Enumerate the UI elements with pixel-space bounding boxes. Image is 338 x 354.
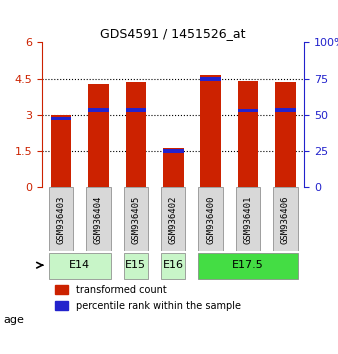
Text: E17.5: E17.5 (232, 260, 264, 270)
Text: GSM936400: GSM936400 (206, 195, 215, 244)
FancyBboxPatch shape (124, 188, 148, 251)
FancyBboxPatch shape (161, 188, 185, 251)
FancyBboxPatch shape (124, 253, 148, 279)
Bar (88, 84, 109, 188)
FancyBboxPatch shape (198, 253, 298, 279)
Bar (55, 285, 68, 294)
Text: age: age (3, 315, 24, 325)
Bar (163, 148, 184, 188)
Bar (275, 108, 296, 112)
Bar (125, 82, 146, 188)
FancyBboxPatch shape (273, 188, 298, 251)
Text: GSM936403: GSM936403 (56, 195, 66, 244)
FancyBboxPatch shape (161, 253, 185, 279)
Text: GSM936405: GSM936405 (131, 195, 140, 244)
Text: transformed count: transformed count (76, 285, 167, 295)
Text: E15: E15 (125, 260, 146, 270)
Text: GSM936404: GSM936404 (94, 195, 103, 244)
Text: percentile rank within the sample: percentile rank within the sample (76, 301, 241, 311)
FancyBboxPatch shape (86, 188, 111, 251)
Bar (55, 301, 68, 310)
Bar (200, 75, 221, 188)
Text: GSM936406: GSM936406 (281, 195, 290, 244)
FancyBboxPatch shape (198, 188, 223, 251)
Text: GSM936402: GSM936402 (169, 195, 178, 244)
Bar (238, 81, 258, 188)
Title: GDS4591 / 1451526_at: GDS4591 / 1451526_at (100, 27, 246, 40)
FancyBboxPatch shape (49, 188, 73, 251)
Bar (125, 108, 146, 112)
Bar (200, 77, 221, 81)
FancyBboxPatch shape (236, 188, 260, 251)
FancyBboxPatch shape (49, 253, 111, 279)
Bar (51, 117, 71, 120)
Bar (238, 109, 258, 113)
Bar (163, 149, 184, 153)
Bar (275, 82, 296, 188)
Text: E14: E14 (69, 260, 90, 270)
Bar (88, 108, 109, 112)
Bar (51, 115, 71, 188)
Text: E16: E16 (163, 260, 184, 270)
Text: GSM936401: GSM936401 (244, 195, 252, 244)
